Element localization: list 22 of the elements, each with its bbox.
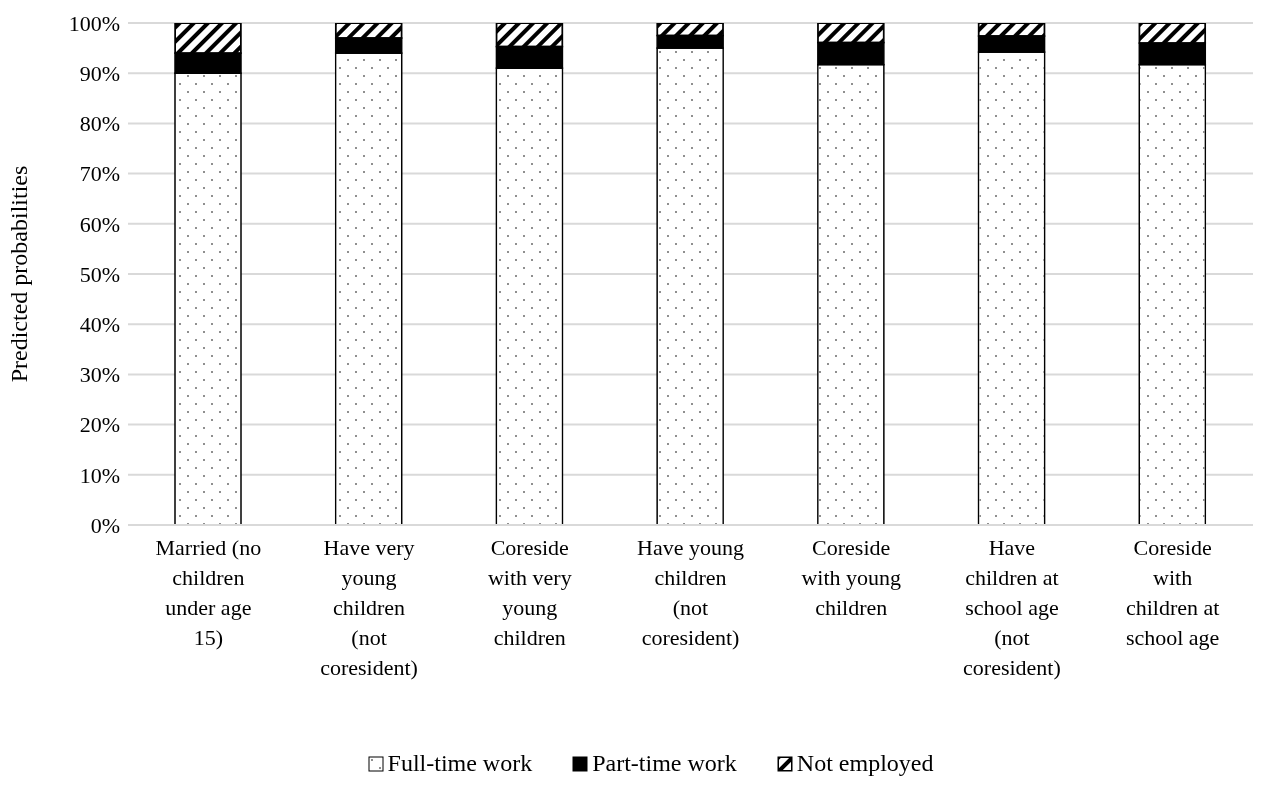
y-tick-label: 0%: [90, 512, 120, 538]
x-tick-label: Coreside with children at school age: [1125, 535, 1220, 650]
y-tick-label: 10%: [79, 462, 120, 488]
x-tick-label: Coreside with very young children: [487, 535, 572, 650]
y-tick-label: 60%: [79, 211, 120, 237]
x-tick-label: Married (no children under age 15): [155, 535, 262, 650]
y-tick-label: 30%: [79, 362, 120, 388]
x-tick-label: Have young children (not coresident): [637, 535, 744, 650]
y-tick-label: 40%: [79, 312, 120, 338]
y-axis-title: Predicted probabilities: [5, 165, 32, 383]
x-tick-label: Have children at school age (not coresident): [963, 535, 1061, 680]
legend-label: Not employed: [796, 750, 934, 777]
x-tick-label: Coreside with young children: [801, 535, 902, 620]
legend-label: Part-time work: [592, 750, 737, 777]
y-tick-label: 70%: [79, 161, 120, 187]
legend-label: Full-time work: [387, 750, 533, 777]
y-tick-label: 20%: [79, 412, 120, 438]
y-tick-label: 80%: [79, 111, 120, 137]
y-tick-label: 100%: [68, 10, 120, 36]
y-tick-label: 50%: [79, 261, 120, 287]
y-tick-label: 90%: [79, 61, 120, 87]
x-tick-label: Have very young children (not coresident): [320, 535, 418, 680]
